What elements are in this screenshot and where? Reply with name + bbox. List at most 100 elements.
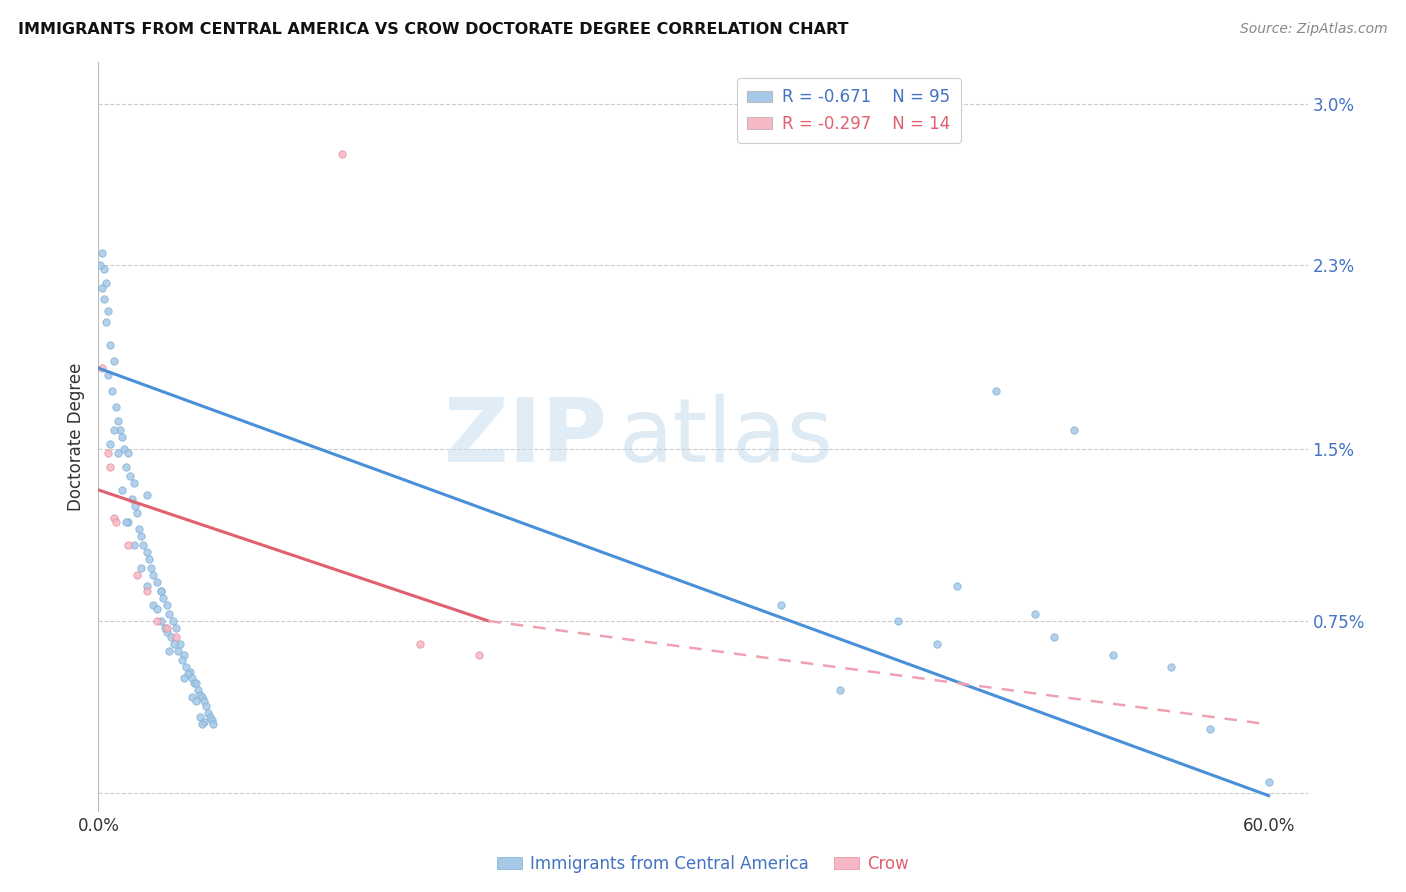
Text: Source: ZipAtlas.com: Source: ZipAtlas.com — [1240, 22, 1388, 37]
Point — [172, 653, 194, 667]
Point — [188, 688, 211, 702]
Point — [1257, 775, 1279, 789]
Point — [193, 694, 215, 708]
Point — [149, 584, 172, 599]
Point — [132, 538, 155, 552]
Point — [97, 446, 120, 460]
Point — [194, 698, 217, 713]
Point — [96, 315, 118, 329]
Point — [167, 644, 190, 658]
Point — [96, 276, 118, 290]
Point — [93, 292, 115, 306]
Point — [828, 682, 851, 697]
Point — [117, 515, 139, 529]
Point — [104, 401, 127, 415]
Point — [1043, 630, 1066, 644]
Point — [198, 710, 221, 724]
Point — [104, 515, 127, 529]
Point — [1024, 607, 1046, 621]
Point — [98, 338, 121, 352]
Point — [1199, 722, 1222, 736]
Point — [107, 414, 129, 428]
Point — [179, 665, 201, 679]
Point — [173, 648, 195, 663]
Point — [131, 561, 153, 575]
Point — [169, 637, 191, 651]
Point — [138, 552, 160, 566]
Point — [107, 446, 129, 460]
Point — [165, 621, 187, 635]
Point — [157, 607, 180, 621]
Point — [114, 515, 136, 529]
Point — [93, 262, 115, 277]
Point — [146, 602, 169, 616]
Point — [191, 717, 214, 731]
Point — [1160, 660, 1182, 674]
Point — [117, 538, 139, 552]
Point — [157, 644, 180, 658]
Point — [156, 625, 179, 640]
Text: ZIP: ZIP — [443, 393, 606, 481]
Point — [156, 598, 179, 612]
Point — [112, 442, 135, 456]
Point — [91, 281, 114, 295]
Point — [122, 538, 145, 552]
Point — [330, 147, 353, 161]
Point — [184, 694, 207, 708]
Point — [122, 476, 145, 491]
Point — [181, 672, 204, 686]
Point — [202, 717, 225, 731]
Point — [118, 469, 141, 483]
Point — [177, 666, 200, 681]
Point — [142, 568, 165, 582]
Point — [984, 384, 1007, 398]
Point — [183, 676, 205, 690]
Point — [111, 483, 134, 497]
Point — [184, 676, 207, 690]
Point — [146, 614, 169, 628]
Point — [97, 303, 120, 318]
Point — [152, 591, 174, 605]
Point — [103, 354, 125, 368]
Point — [97, 368, 120, 382]
Point — [149, 584, 172, 599]
Point — [153, 621, 176, 635]
Point — [887, 614, 910, 628]
Point — [181, 690, 204, 704]
Point — [159, 630, 181, 644]
Point — [1063, 423, 1085, 437]
Point — [769, 598, 792, 612]
Point — [108, 423, 131, 437]
Point — [142, 598, 165, 612]
Point — [149, 614, 172, 628]
Point — [136, 487, 159, 501]
Point — [111, 430, 134, 444]
Point — [467, 648, 489, 663]
Point — [124, 499, 146, 513]
Text: atlas: atlas — [619, 393, 834, 481]
Y-axis label: Doctorate Degree: Doctorate Degree — [67, 363, 86, 511]
Point — [409, 637, 432, 651]
Point — [197, 706, 219, 720]
Point — [128, 522, 150, 536]
Point — [136, 584, 159, 599]
Point — [188, 710, 211, 724]
Point — [162, 614, 184, 628]
Point — [163, 637, 186, 651]
Legend: R = -0.671    N = 95, R = -0.297    N = 14: R = -0.671 N = 95, R = -0.297 N = 14 — [737, 78, 960, 143]
Point — [174, 660, 197, 674]
Point — [136, 545, 159, 559]
Point — [193, 715, 215, 730]
Point — [127, 506, 149, 520]
Point — [121, 492, 143, 507]
Point — [187, 682, 209, 697]
Point — [101, 384, 124, 398]
Point — [136, 579, 159, 593]
Legend: Immigrants from Central America, Crow: Immigrants from Central America, Crow — [491, 848, 915, 880]
Point — [200, 713, 222, 727]
Point — [139, 561, 162, 575]
Point — [925, 637, 948, 651]
Point — [114, 459, 136, 474]
Point — [127, 568, 149, 582]
Point — [173, 672, 195, 686]
